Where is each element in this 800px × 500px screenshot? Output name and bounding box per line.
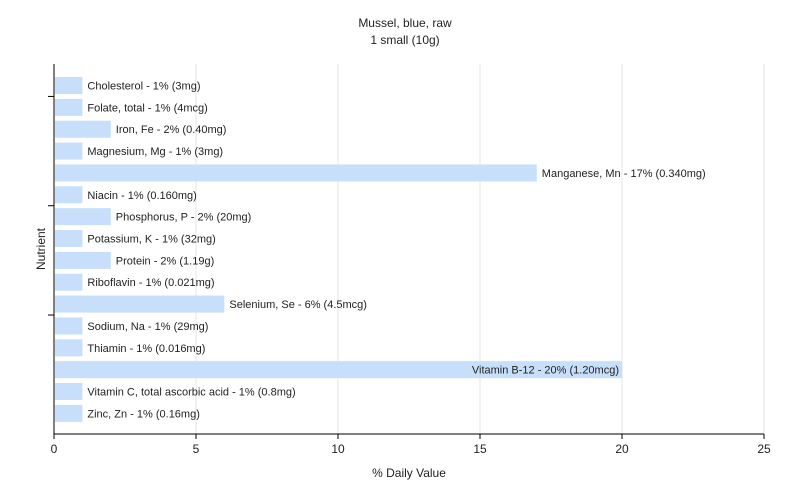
x-axis-label: % Daily Value (372, 466, 446, 480)
bar-11 (55, 317, 83, 335)
bar-2 (55, 120, 111, 138)
bar-7 (55, 230, 83, 248)
bar-3 (55, 142, 83, 160)
bar-14 (55, 383, 83, 401)
bar-8 (55, 251, 111, 269)
bar-12 (55, 339, 83, 357)
bar-10 (55, 295, 225, 313)
x-tick-label-3: 15 (473, 442, 487, 456)
x-tick-label-1: 5 (193, 442, 200, 456)
bar-label-11: Sodium, Na - 1% (29mg) (87, 321, 208, 333)
bar-label-5: Niacin - 1% (0.160mg) (87, 190, 196, 202)
bar-13 (55, 361, 622, 379)
bar-label-4: Manganese, Mn - 17% (0.340mg) (542, 168, 706, 180)
chart-title: Mussel, blue, raw (358, 16, 452, 30)
bar-label-0: Cholesterol - 1% (3mg) (87, 81, 200, 93)
x-tick-label-4: 20 (615, 442, 629, 456)
axes: 0 5 10 15 20 25 (48, 64, 771, 456)
bar-5 (55, 186, 83, 204)
bar-label-14: Vitamin C, total ascorbic acid - 1% (0.8… (87, 387, 295, 399)
bar-label-10: Selenium, Se - 6% (4.5mcg) (229, 299, 367, 311)
bar-label-8: Protein - 2% (1.19g) (116, 255, 214, 267)
bar-1 (55, 98, 83, 116)
bar-label-6: Phosphorus, P - 2% (20mg) (116, 212, 252, 224)
y-axis-label: Nutrient (34, 227, 48, 270)
bar-15 (55, 404, 83, 422)
bar-label-7: Potassium, K - 1% (32mg) (87, 234, 215, 246)
grid-lines (195, 64, 765, 434)
bar-label-9: Riboflavin - 1% (0.021mg) (87, 277, 214, 289)
bar-6 (55, 208, 111, 226)
bar-4 (55, 164, 537, 182)
x-tick-label-2: 10 (331, 442, 345, 456)
bar-label-15: Zinc, Zn - 1% (0.16mg) (87, 408, 199, 420)
bar-label-3: Magnesium, Mg - 1% (3mg) (87, 146, 223, 158)
bar-label-12: Thiamin - 1% (0.016mg) (87, 343, 205, 355)
x-tick-label-0: 0 (51, 442, 58, 456)
bar-label-1: Folate, total - 1% (4mcg) (87, 102, 207, 114)
bars: Cholesterol - 1% (3mg) Folate, total - 1%… (55, 77, 706, 422)
bar-0 (55, 77, 83, 94)
bar-label-2: Iron, Fe - 2% (0.40mg) (116, 124, 227, 136)
bar-label-13: Vitamin B-12 - 20% (1.20mcg) (472, 365, 619, 377)
bar-9 (55, 273, 83, 291)
x-tick-label-5: 25 (757, 442, 771, 456)
chart-subtitle: 1 small (10g) (370, 33, 439, 47)
